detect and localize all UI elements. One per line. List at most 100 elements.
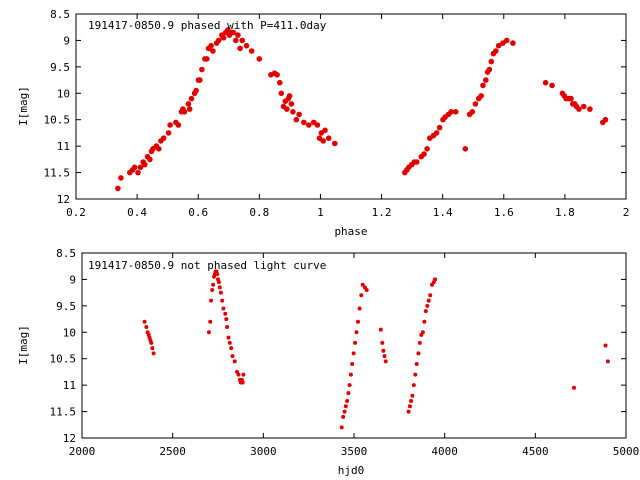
data-point	[290, 109, 296, 115]
data-point	[301, 119, 307, 126]
data-point	[193, 87, 199, 94]
y-tick-label: 8.5	[56, 247, 76, 260]
x-tick-label: 0.4	[127, 206, 147, 219]
data-point	[347, 383, 352, 388]
data-point	[210, 288, 215, 292]
data-point	[343, 404, 348, 409]
data-point	[225, 325, 230, 329]
x-tick-label: 4500	[522, 445, 549, 458]
data-point	[175, 122, 182, 128]
data-point	[488, 58, 495, 65]
data-point	[165, 130, 172, 136]
data-point	[142, 319, 147, 324]
data-point	[478, 93, 485, 99]
y-tick-label: 9	[63, 34, 70, 47]
data-point	[137, 164, 144, 171]
x-tick-label: 1.8	[555, 206, 575, 219]
chart-phased: 0.2 0.4 0.6 0.8 1 1.2 1.4 1.6 1.8 2 8.5 9 9.5 10 10.5…	[17, 8, 629, 238]
data-point	[220, 35, 227, 41]
data-point	[486, 66, 493, 73]
data-point	[572, 385, 576, 390]
data-point	[199, 66, 205, 73]
data-point	[232, 359, 237, 364]
data-point	[576, 106, 582, 112]
data-point	[504, 37, 510, 44]
data-point	[602, 116, 609, 123]
data-point	[354, 330, 359, 335]
data-point	[314, 122, 321, 128]
data-point	[147, 156, 153, 163]
data-point	[410, 393, 415, 398]
data-point	[357, 306, 362, 311]
data-point	[348, 372, 353, 377]
x-tick-label: 0.6	[188, 206, 208, 219]
x-tick-label: 1.2	[372, 206, 392, 219]
x-tick-label: 5000	[613, 445, 640, 458]
data-point	[206, 330, 211, 335]
data-point	[118, 175, 124, 181]
data-point	[293, 116, 300, 123]
data-point	[425, 303, 430, 308]
x-tick-label: 2000	[69, 445, 96, 458]
data-point	[131, 164, 138, 171]
data-point	[208, 42, 214, 49]
y-axis-label-unphased: I[mag]	[17, 325, 30, 365]
data-point	[480, 82, 486, 89]
data-point	[422, 319, 427, 324]
data-point	[256, 56, 263, 62]
data-point	[351, 351, 356, 356]
data-point	[345, 399, 350, 403]
data-point	[472, 101, 479, 107]
x-tick-label: 2500	[159, 445, 186, 458]
data-point	[229, 346, 234, 351]
x-tick-label: 4000	[431, 445, 458, 458]
data-point	[223, 311, 228, 316]
data-point	[587, 106, 593, 112]
data-point	[150, 346, 155, 351]
x-tick-label: 3000	[250, 445, 277, 458]
data-point	[156, 146, 162, 152]
data-point	[364, 288, 369, 292]
data-point	[495, 42, 502, 49]
data-point	[453, 109, 459, 115]
data-point	[549, 82, 555, 89]
data-point	[380, 340, 385, 345]
x-tick-label: 0.2	[66, 206, 86, 219]
data-point	[306, 122, 312, 128]
x-ticks-unphased: 2000 2500 3000 3500 4000 4500 5000	[69, 253, 640, 458]
data-point	[332, 140, 338, 147]
data-point	[115, 185, 121, 192]
x-axis-label-phased: phase	[334, 225, 367, 238]
data-point	[428, 293, 433, 298]
data-point	[235, 32, 241, 38]
y-tick-label: 11.5	[50, 406, 77, 419]
data-point	[356, 319, 360, 324]
data-point	[208, 319, 213, 324]
data-point	[413, 159, 420, 165]
data-point	[342, 409, 347, 414]
y-ticks-unphased: 8.5 9 9.5 10 10.5 11 11.5 12	[50, 247, 626, 445]
data-point	[339, 425, 344, 430]
points-phased	[115, 27, 609, 192]
y-tick-label: 9	[69, 273, 76, 286]
y-ticks-phased: 8.5 9 9.5 10 10.5 11 11.5 12	[44, 8, 626, 206]
data-point	[220, 298, 225, 303]
data-point	[218, 290, 223, 295]
x-tick-label: 1.4	[433, 206, 453, 219]
x-tick-label: 2	[623, 206, 630, 219]
data-point	[211, 282, 216, 287]
data-point	[224, 317, 229, 322]
data-point	[215, 37, 222, 44]
points-unphased	[142, 269, 610, 430]
data-point	[353, 340, 358, 345]
data-point	[215, 272, 220, 277]
data-point	[436, 124, 443, 131]
chart-title-phased: 191417-0850.9 phased with P=411.0day	[88, 19, 327, 32]
data-point	[500, 40, 506, 46]
data-point	[433, 130, 440, 136]
data-point	[284, 106, 290, 112]
data-point	[603, 343, 608, 348]
data-point	[378, 327, 383, 332]
data-point	[209, 298, 214, 303]
